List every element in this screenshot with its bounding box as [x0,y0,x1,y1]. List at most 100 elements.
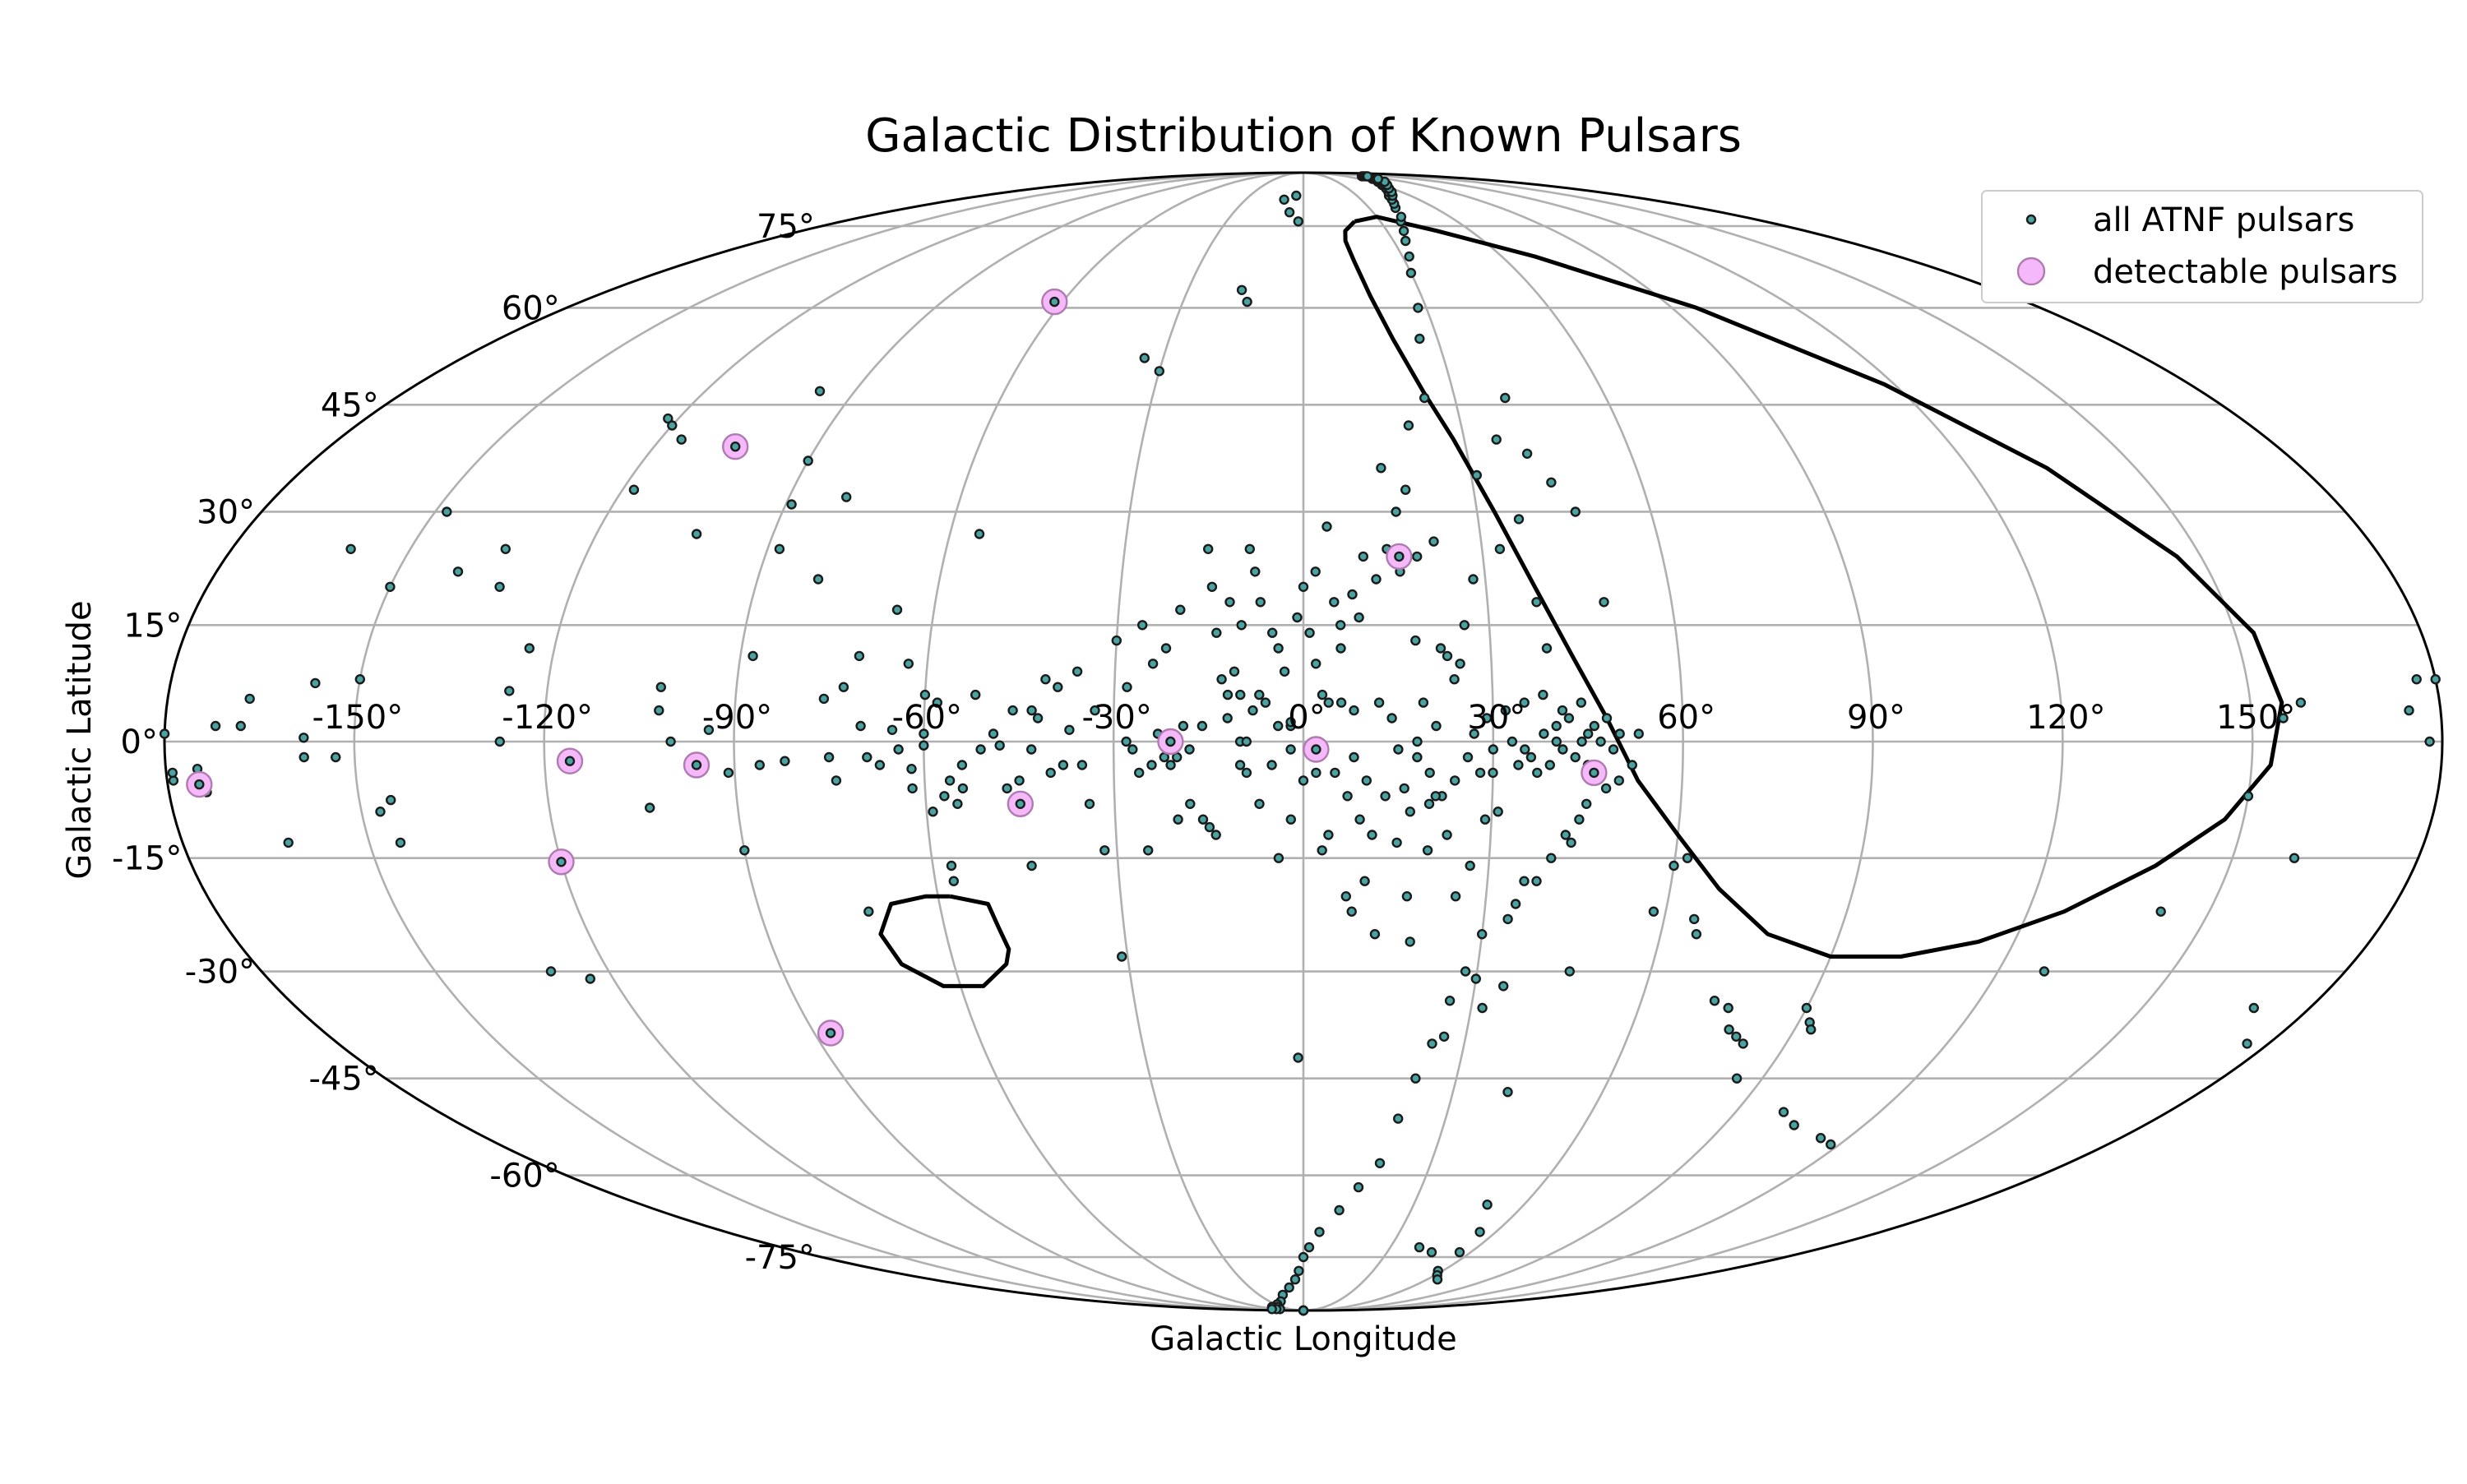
pulsar-point [628,484,640,495]
pulsar-point [919,740,929,751]
pulsar-point [1244,543,1256,554]
pulsar-point [1380,791,1391,802]
pulsar-point [1260,697,1271,708]
pulsar-point [1372,173,1384,184]
pulsar-point [1224,597,1235,608]
pulsar-point [1411,551,1423,562]
pulsar-point [1362,171,1373,182]
pulsar-point [1311,767,1321,779]
pulsar-point [1435,643,1446,654]
pulsar-point [1354,612,1364,623]
pulsar-point [1234,760,1246,770]
pulsar-point [1805,1024,1817,1035]
pulsar-point [1284,207,1295,218]
pulsar-point [1507,736,1518,747]
pulsar-point [345,543,356,554]
y-tick-label: -75° [745,1239,815,1277]
pulsar-point [375,807,386,817]
pulsar-point [1738,1038,1748,1049]
pulsar-point [1147,659,1159,669]
pulsar-point [1428,536,1439,547]
pulsar-point [1376,463,1386,474]
pulsar-point [1449,775,1460,786]
pulsar-point [1236,620,1247,631]
gridline-lon [733,171,1304,1312]
pulsar-point [906,764,917,774]
y-tick-label: 60° [502,289,560,327]
pulsar-point [1546,853,1557,863]
pulsar-point [1410,635,1421,646]
pulsar-point [167,767,178,779]
pulsar-point [1323,697,1334,708]
detectable-pulsar-core [1165,736,1176,747]
pulsar-point [1196,720,1208,732]
legend: all ATNF pulsars detectable pulsars [1981,190,2423,303]
pulsar-point [1111,635,1122,646]
pulsar-point [1465,860,1475,871]
pulsar-point [494,736,505,747]
pulsar-point [1544,760,1556,770]
pulsar-point [1474,1227,1485,1237]
pulsar-point [1314,1227,1325,1237]
pulsar-point [1627,760,1638,770]
pulsar-point [1557,705,1568,716]
pulsar-point [1273,853,1284,863]
pulsar-point [1045,767,1056,779]
gridline-lon [1303,171,1685,1312]
pulsar-point [803,455,813,466]
pulsar-point [2404,705,2414,716]
pulsar-point [1589,720,1600,732]
pulsar-point [210,720,221,732]
pulsar-point [1531,876,1542,886]
pulsar-point [1235,689,1246,700]
pulsar-point [1502,1086,1513,1098]
pulsar-point [1614,728,1625,739]
pulsar-point [1423,798,1435,809]
pulsar-point [948,876,960,886]
pulsar-point [645,802,655,813]
pulsar-point [1546,477,1557,488]
pulsar-point [1477,1002,1488,1014]
detectable-pulsar-core [556,857,567,867]
pulsar-point [703,724,715,735]
x-tick-label: 60° [1657,699,1715,737]
legend-marker-all-pulsars [2025,214,2037,225]
pulsar-point [1581,798,1592,809]
pulsar-point [665,736,676,747]
pulsar-point [754,760,765,770]
pulsar-point [1184,744,1195,755]
pulsar-point [919,689,931,700]
pulsar-point [1431,720,1442,732]
pulsar-point [1204,821,1215,833]
pulsar-point [1310,659,1321,669]
pulsar-point [1367,830,1377,840]
pulsar-point [1405,807,1416,817]
pulsar-point [1551,720,1562,732]
pulsar-point [1298,1305,1309,1316]
pulsar-point [1099,845,1110,856]
pulsar-point [1303,1241,1315,1253]
pulsar-point [1090,705,1100,716]
pulsar-point [2039,966,2050,977]
pulsar-point [1410,1073,1421,1084]
pulsar-point [1335,620,1346,631]
pulsar-point [1564,966,1576,977]
pulsar-point [1371,574,1382,585]
pulsar-point [1532,767,1543,779]
y-tick-label: -30° [185,954,255,992]
y-tick-label: -15° [112,840,182,878]
pulsar-point [676,434,687,445]
pulsar-point [1175,604,1186,615]
gridline-lon [1303,171,2064,1312]
pulsar-point [1229,666,1240,677]
pulsar-point [1250,566,1261,577]
pulsar-point [504,686,515,696]
pulsar-point [1139,353,1150,363]
pulsar-point [1412,751,1423,763]
pulsar-point [2295,697,2307,708]
pulsar-point [1444,995,1456,1006]
x-tick-label: 90° [1847,699,1905,737]
pulsar-point [1335,643,1346,654]
pulsar-point [1539,728,1549,739]
pulsar-point [956,760,968,770]
